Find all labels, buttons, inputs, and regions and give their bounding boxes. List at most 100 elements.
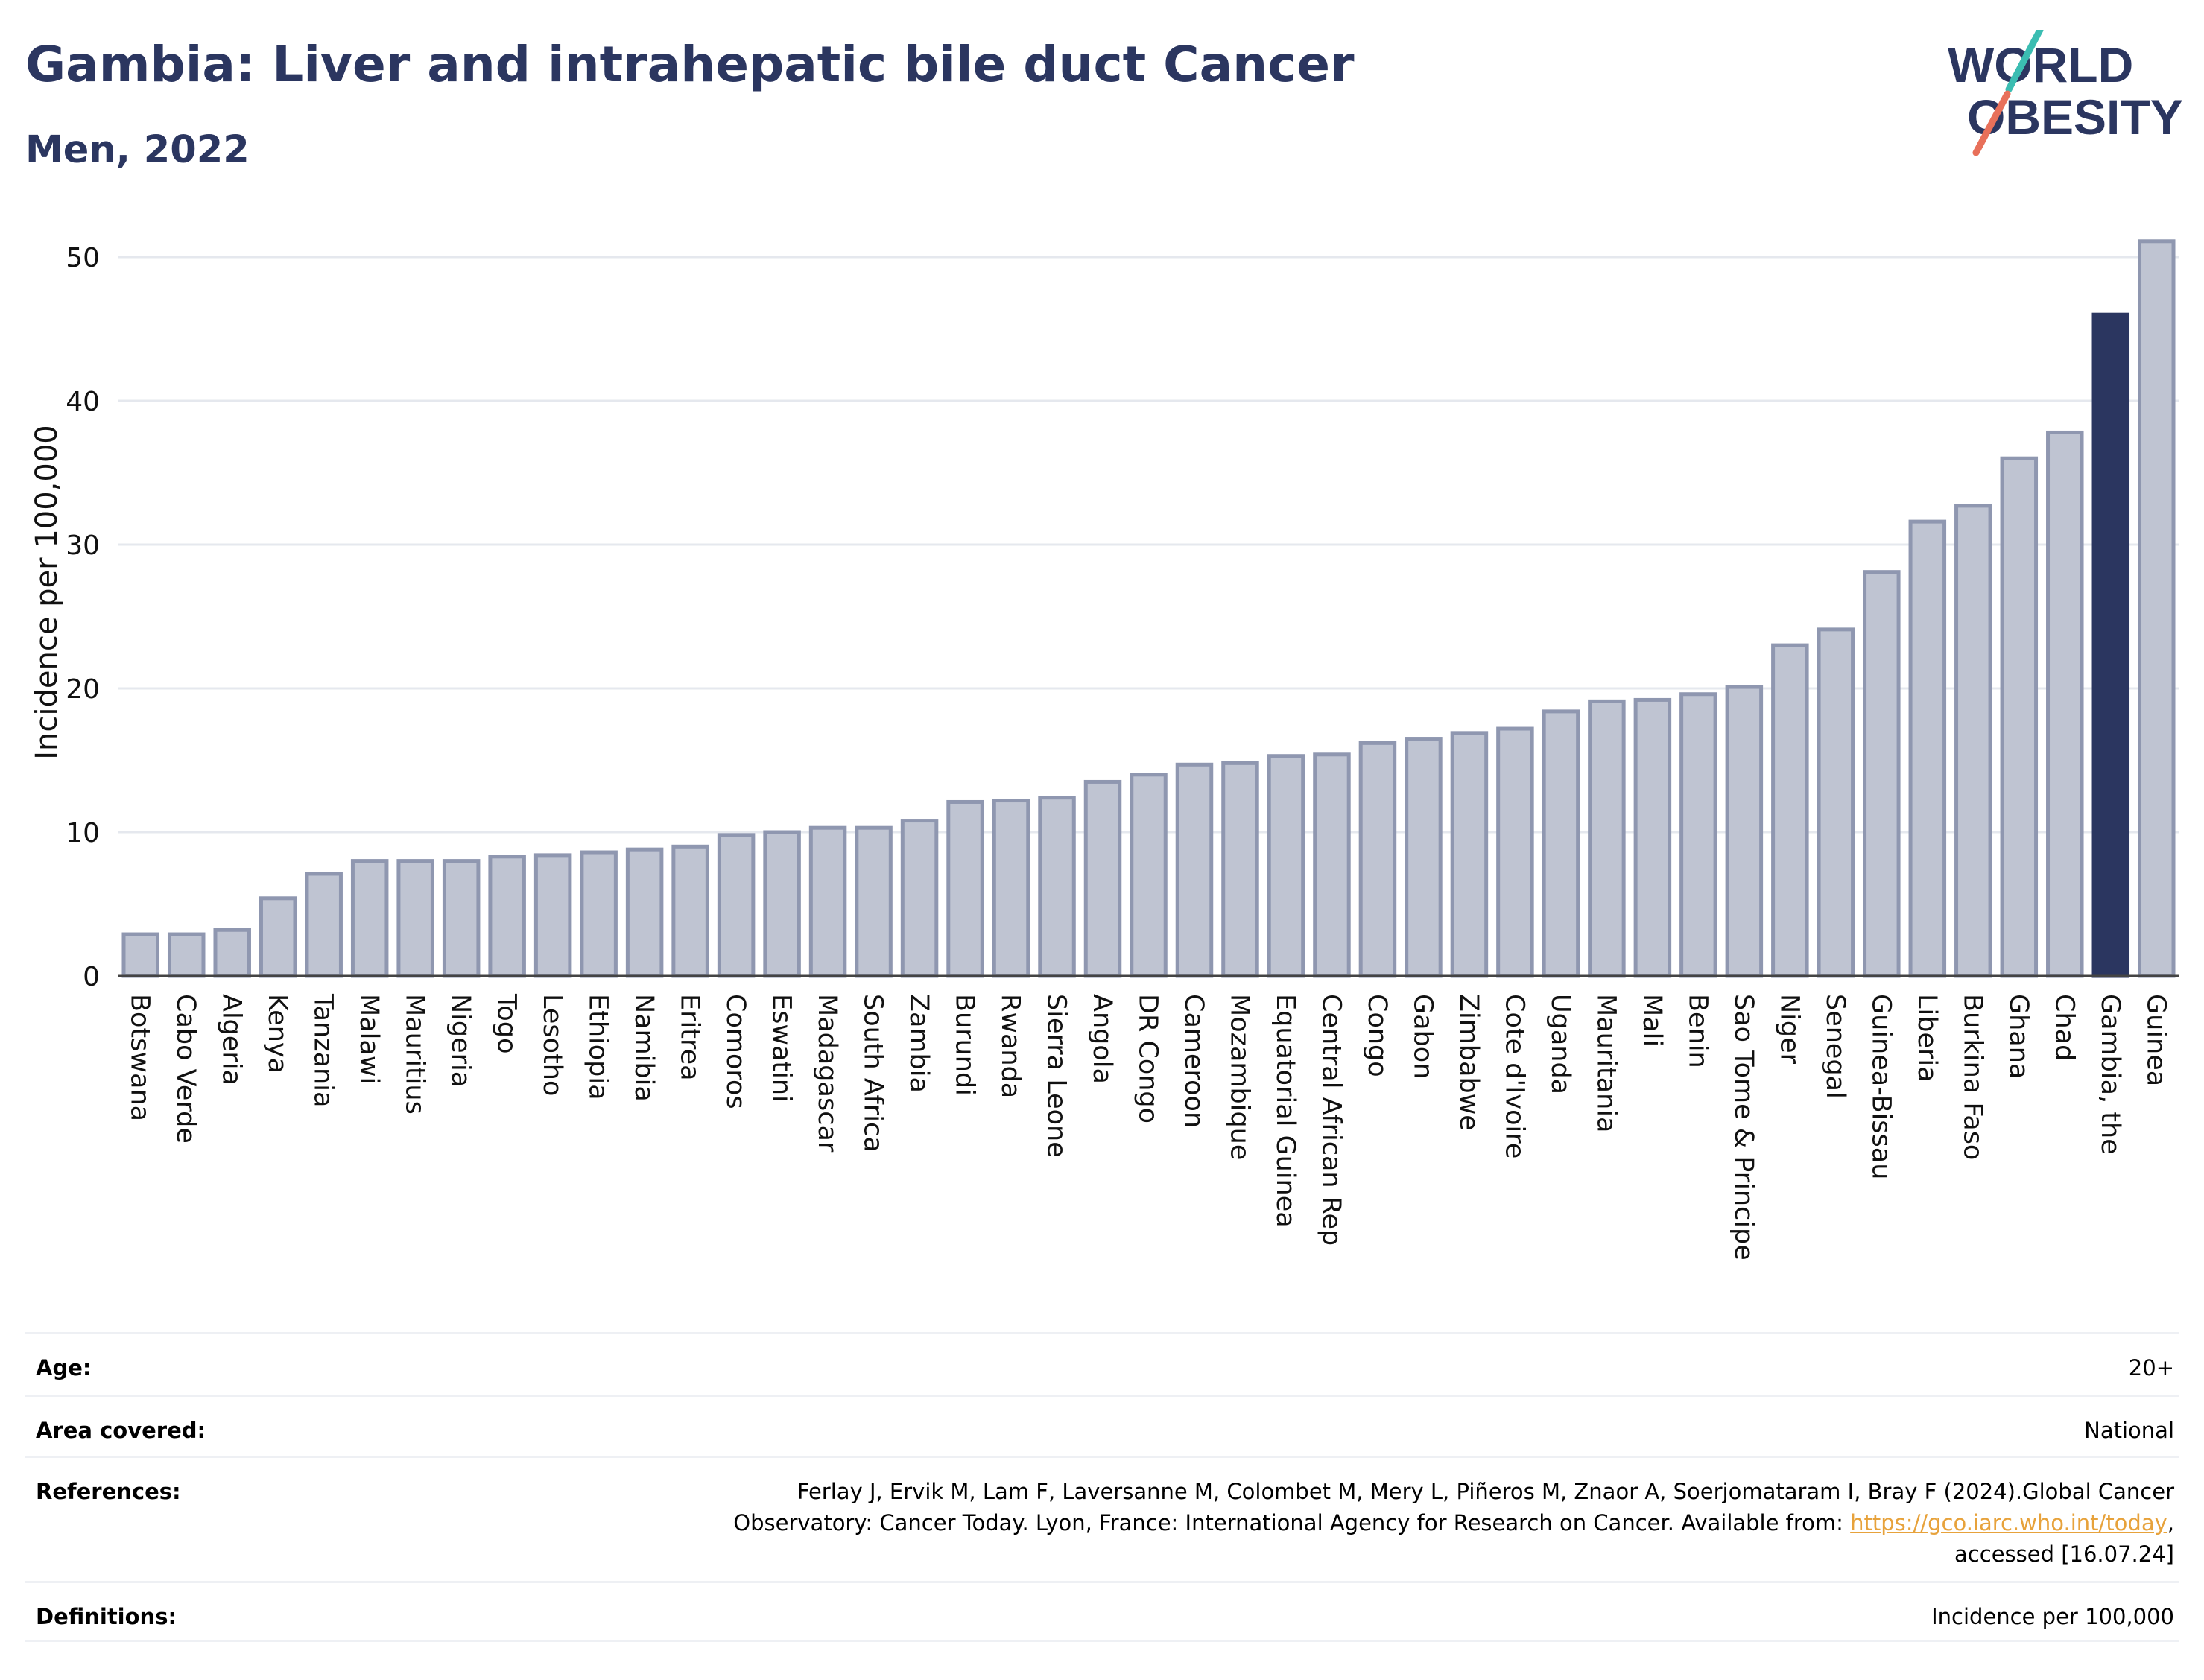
- bar-uganda: [1542, 709, 1580, 978]
- references-value: Ferlay J, Ervik M, Lam F, Laversanne M, …: [36, 1476, 2179, 1570]
- bar-chad: [2046, 430, 2084, 978]
- x-tick-label: Togo: [492, 993, 522, 1053]
- x-tick-label: Cameroon: [1179, 994, 1209, 1128]
- bar-comoros: [717, 833, 756, 978]
- x-tick-label: Angola: [1087, 994, 1117, 1084]
- bar-gabon: [1405, 737, 1443, 978]
- bar-equatorial-guinea: [1267, 754, 1305, 978]
- bar-botswana: [121, 932, 159, 978]
- x-tick-label: Algeria: [217, 994, 247, 1085]
- bar-guinea-bissau: [1863, 570, 1901, 978]
- bar-mauritius: [396, 859, 434, 978]
- x-tick-label: Zimbabwe: [1454, 994, 1483, 1131]
- x-tick-label: Guinea-Bissau: [1866, 994, 1896, 1179]
- x-tick-label: Zambia: [904, 994, 934, 1093]
- bar-burundi: [946, 799, 984, 978]
- bar-liberia: [1908, 519, 1947, 978]
- bar-zambia: [900, 819, 939, 978]
- x-tick-label: Burundi: [950, 994, 980, 1096]
- x-tick-label: Rwanda: [995, 994, 1025, 1098]
- y-tick-label: 40: [66, 387, 100, 417]
- x-tick-label: Eritrea: [675, 994, 705, 1081]
- bar-benin: [1679, 692, 1717, 978]
- bars-layer: [118, 239, 2179, 978]
- bar-lesotho: [533, 853, 572, 978]
- bar-niger: [1771, 643, 1809, 978]
- references-line-2: Observatory: Cancer Today. Lyon, France:…: [36, 1507, 2174, 1538]
- bar-angola: [1083, 779, 1122, 978]
- y-tick-label: 10: [66, 818, 100, 849]
- x-tick-label: Cabo Verde: [171, 994, 200, 1144]
- bar-cote-d-ivoire: [1496, 726, 1534, 978]
- x-tick-label: Mauritania: [1591, 994, 1621, 1132]
- references-label: References:: [36, 1479, 181, 1504]
- x-tick-label: Mauritius: [400, 994, 430, 1115]
- bar-cabo-verde: [167, 932, 206, 978]
- x-tick-label: Congo: [1362, 994, 1392, 1077]
- x-tick-label: Lesotho: [537, 994, 567, 1096]
- x-tick-label: Malawi: [354, 994, 384, 1084]
- x-tick-label: Kenya: [262, 994, 292, 1074]
- x-tick-label: Central African Rep: [1316, 994, 1346, 1246]
- x-tick-label: Botswana: [125, 994, 155, 1121]
- x-tick-label: Equatorial Guinea: [1270, 994, 1300, 1228]
- bar-ethiopia: [580, 850, 618, 978]
- x-tick-label: Mozambique: [1224, 994, 1254, 1160]
- y-tick-label: 50: [66, 243, 100, 273]
- references-text: Observatory: Cancer Today. Lyon, France:…: [733, 1510, 1851, 1535]
- x-tick-label: Sierra Leone: [1042, 994, 1071, 1158]
- bar-chart: 0 10 20 30 40 50 Botswana Cabo Verde Algeria Ken…: [30, 239, 2179, 1261]
- x-tick-label: Ghana: [2004, 994, 2033, 1079]
- references-line-3: accessed [16.07.24]: [1954, 1541, 2174, 1567]
- logo-text-world: WORLD: [1948, 37, 2133, 92]
- x-tick-label: Niger: [1774, 994, 1804, 1065]
- x-tick-label: Tanzania: [308, 993, 338, 1107]
- x-tick-label: Uganda: [1545, 994, 1575, 1094]
- age-label: Age:: [36, 1355, 92, 1381]
- bar-mozambique: [1221, 761, 1259, 978]
- definitions-label: Definitions:: [36, 1604, 177, 1629]
- bar-mauritania: [1588, 699, 1626, 978]
- bar-central-african-rep: [1313, 752, 1351, 978]
- chart-subtitle: Men, 2022: [25, 128, 250, 172]
- x-tick-label: Benin: [1682, 994, 1712, 1068]
- bar-guinea: [2138, 239, 2176, 978]
- area-label: Area covered:: [36, 1418, 206, 1443]
- meta-row-definitions: Definitions: Incidence per 100,000: [25, 1581, 2179, 1642]
- bar-sierra-leone: [1038, 796, 1076, 978]
- bar-cameroon: [1175, 762, 1214, 978]
- bar-rwanda: [992, 799, 1030, 978]
- x-tick-label: South Africa: [858, 994, 888, 1153]
- chart-title: Gambia: Liver and intrahepatic bile duct…: [25, 36, 1355, 93]
- y-tick-label: 30: [66, 530, 100, 561]
- meta-row-references: References: Ferlay J, Ervik M, Lam F, La…: [25, 1456, 2179, 1581]
- references-line-1: Ferlay J, Ervik M, Lam F, Laversanne M, …: [797, 1479, 2174, 1504]
- bar-eswatini: [763, 830, 801, 978]
- references-comma: ,: [2167, 1510, 2174, 1535]
- y-tick-label: 20: [66, 674, 100, 705]
- world-obesity-logo: WORLD OBESITY: [1948, 30, 2183, 156]
- bar-togo: [488, 855, 526, 978]
- x-tick-label: Gabon: [1407, 994, 1437, 1079]
- bar-gambia-the: [2091, 312, 2130, 978]
- x-tick-label: Mali: [1637, 994, 1667, 1047]
- x-tick-label: Cote d'Ivoire: [1499, 994, 1529, 1158]
- bar-zimbabwe: [1450, 731, 1489, 978]
- bar-congo: [1358, 741, 1397, 978]
- definitions-value: Incidence per 100,000: [1931, 1604, 2174, 1629]
- bar-nigeria: [442, 859, 481, 978]
- bar-south-africa: [855, 825, 893, 978]
- y-tick-label: 0: [83, 962, 100, 992]
- y-axis-label: Incidence per 100,000: [30, 425, 64, 760]
- metadata-table: Age: 20+ Area covered: National Referenc…: [25, 1332, 2179, 1642]
- x-tick-label: Ethiopia: [583, 994, 613, 1100]
- x-tick-label: Namibia: [629, 994, 659, 1102]
- bar-madagascar: [808, 825, 847, 978]
- bar-sao-tome-principe: [1725, 685, 1764, 978]
- bar-tanzania: [305, 872, 343, 978]
- age-value: 20+: [2128, 1355, 2174, 1381]
- x-tick-label: Burkina Faso: [1957, 994, 1987, 1160]
- references-link[interactable]: https://gco.iarc.who.int/today: [1850, 1510, 2167, 1535]
- x-tick-label: Sao Tome & Principe: [1729, 994, 1758, 1261]
- bar-malawi: [350, 859, 389, 978]
